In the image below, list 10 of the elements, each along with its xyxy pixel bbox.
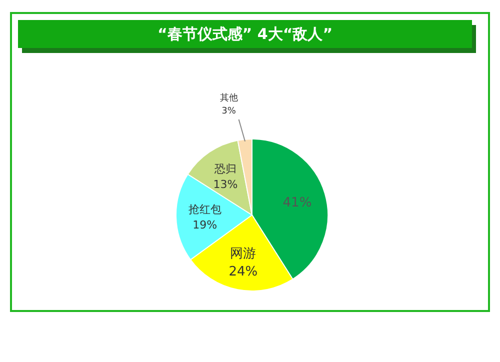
- slice-label: 抢红包: [188, 203, 222, 216]
- slice-label: 其他: [220, 92, 238, 104]
- data-label: 24%: [228, 264, 258, 280]
- data-label: 41%: [282, 195, 312, 210]
- data-label: 19%: [192, 218, 218, 232]
- slice-label: 网游: [230, 246, 256, 262]
- chart-title: “春节仪式感” 4大“敌人”: [18, 20, 472, 48]
- data-label: 13%: [213, 178, 238, 192]
- slice-label: 恐归: [214, 162, 237, 176]
- data-label: 3%: [222, 106, 236, 116]
